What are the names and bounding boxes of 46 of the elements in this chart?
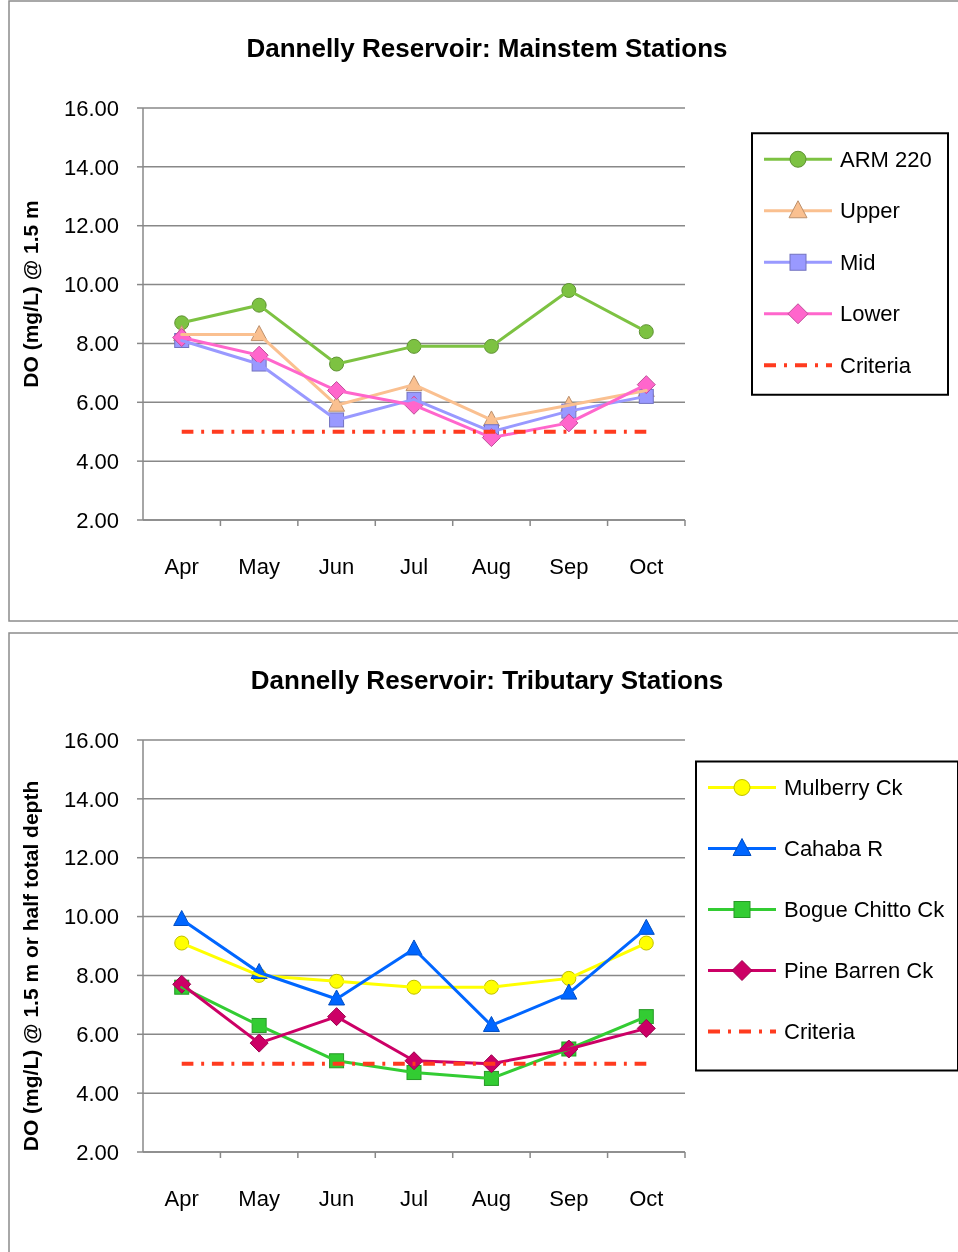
y-tick-label: 10.00: [63, 904, 119, 930]
point: [328, 989, 346, 1006]
y-tick-label: 6.00: [76, 389, 119, 415]
y-tick-label: 2.00: [76, 1139, 119, 1165]
x-tick-label: May: [238, 554, 280, 579]
y-tick-label: 4.00: [76, 448, 119, 474]
legend-label: Criteria: [784, 1019, 856, 1045]
x-tick-label: Jun: [318, 1186, 355, 1211]
legend-label: Cahaba R: [784, 836, 884, 862]
y-tick-label: 6.00: [76, 1021, 119, 1047]
legend-label: Upper: [840, 198, 900, 224]
legend-label: Criteria: [840, 352, 912, 378]
legend-label: Bogue Chitto Ck: [784, 897, 946, 923]
x-tick-label: May: [238, 1186, 280, 1211]
y-tick-label: 12.00: [63, 213, 119, 239]
y-axis-title: DO (mg/L) @ 1.5 m: [19, 200, 42, 388]
chart-title: Dannelly Reservoir: Mainstem Stations: [246, 33, 728, 63]
x-tick-label: Oct: [629, 1186, 664, 1211]
y-tick-label: 12.00: [63, 845, 119, 871]
x-tick-label: Sep: [549, 554, 589, 579]
legend-label: Mid: [840, 249, 876, 275]
x-tick-label: Jun: [318, 554, 355, 579]
legend-label: Lower: [840, 301, 900, 327]
x-tick-label: Apr: [164, 1186, 199, 1211]
point: [636, 1018, 656, 1038]
x-tick-label: Jul: [399, 554, 429, 579]
chart-title: Dannelly Reservoir: Tributary Stations: [250, 665, 724, 695]
x-tick-label: Apr: [164, 554, 199, 579]
y-tick-label: 8.00: [76, 963, 119, 989]
x-tick-label: Oct: [629, 554, 664, 579]
x-tick-label: Sep: [549, 1186, 589, 1211]
x-tick-label: Aug: [471, 554, 512, 579]
y-tick-label: 16.00: [63, 727, 119, 753]
y-tick-label: 8.00: [76, 331, 119, 357]
y-tick-label: 16.00: [63, 95, 119, 121]
y-tick-label: 10.00: [63, 272, 119, 298]
legend-label: Mulberry Ck: [784, 775, 904, 801]
x-tick-label: Jul: [399, 1186, 429, 1211]
y-tick-label: 14.00: [63, 154, 119, 180]
y-tick-label: 2.00: [76, 507, 119, 533]
y-tick-label: 14.00: [63, 786, 119, 812]
legend-label: Pine Barren Ck: [784, 958, 935, 984]
y-axis-title: DO (mg/L) @ 1.5 m or half total depth: [19, 780, 42, 1152]
y-tick-label: 4.00: [76, 1080, 119, 1106]
x-tick-label: Aug: [471, 1186, 512, 1211]
legend-label: ARM 220: [840, 146, 932, 172]
